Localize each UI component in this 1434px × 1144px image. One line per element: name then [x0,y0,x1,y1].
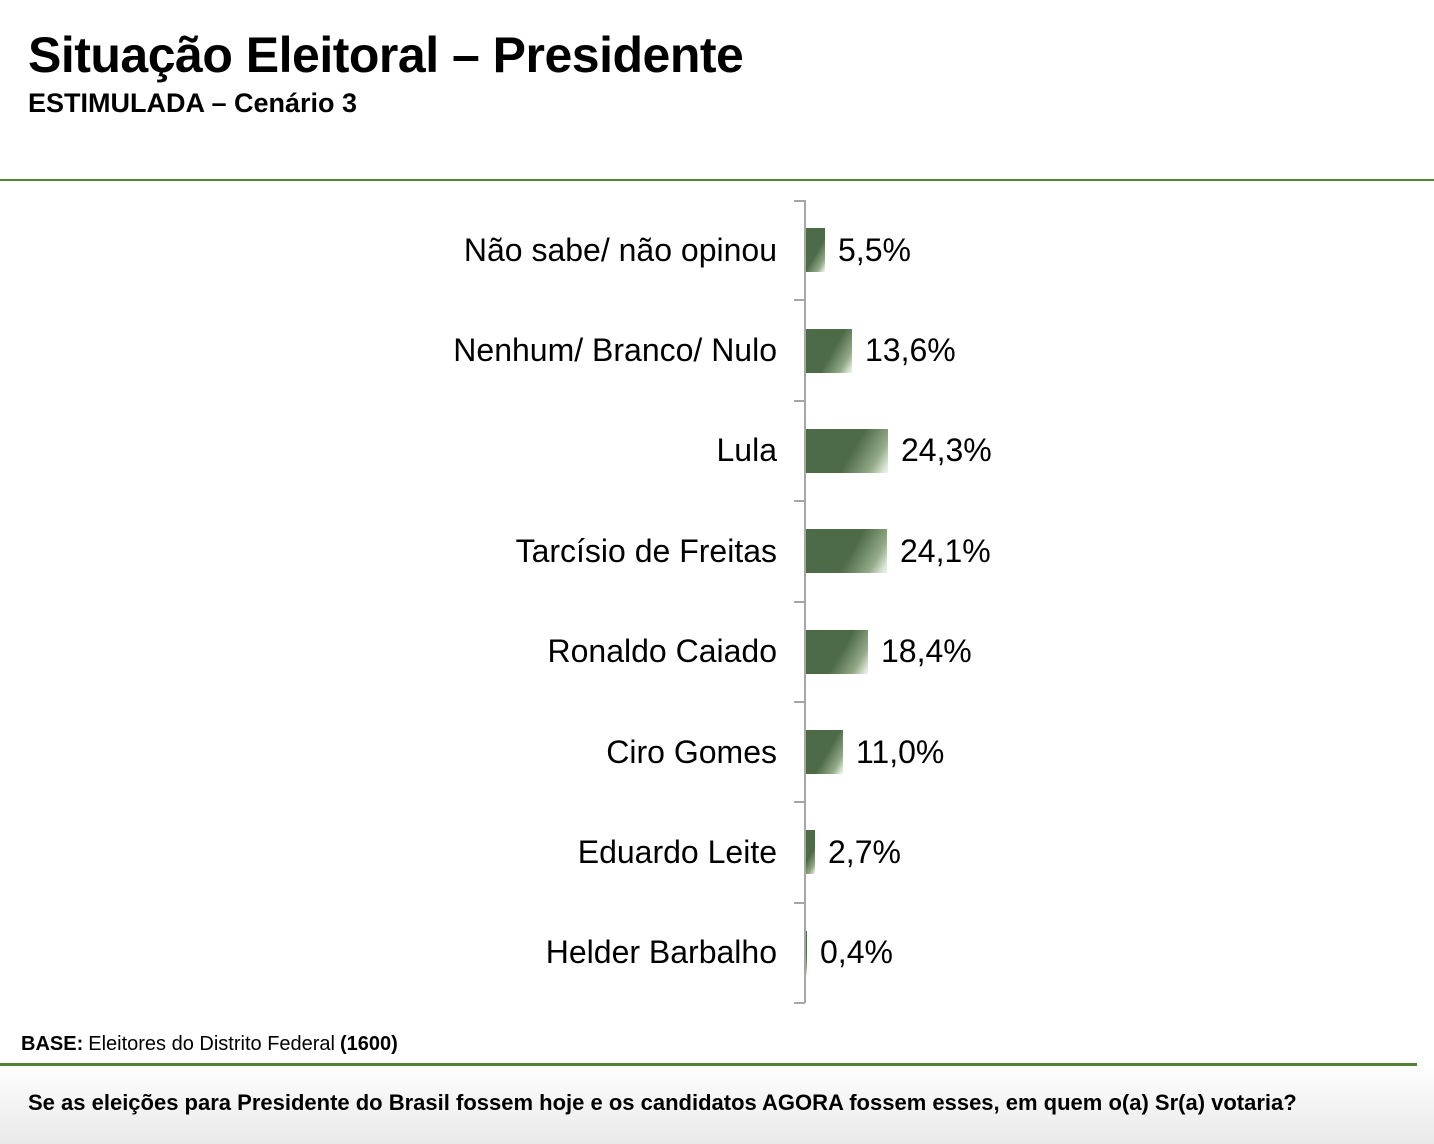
bar [806,328,852,373]
value-label: 24,3% [901,432,992,469]
axis-tick [794,200,805,202]
category-label: Não sabe/ não opinou [463,231,777,268]
category-label: Tarcísio de Freitas [515,532,777,569]
category-label: Ronaldo Caiado [547,633,778,670]
bar [806,629,868,674]
bar [806,730,843,775]
bar [806,930,807,975]
chart-row: Não sabe/ não opinou 5,5% [0,200,1434,300]
footer: Se as eleições para Presidente do Brasil… [0,1066,1434,1144]
axis-tick [794,801,805,803]
axis-tick [794,1002,805,1004]
category-label: Ciro Gomes [606,733,777,770]
bar [806,228,825,273]
chart-row: Ronaldo Caiado 18,4% [0,602,1434,702]
value-label: 2,7% [828,833,901,870]
chart-row: Helder Barbalho 0,4% [0,903,1434,1003]
base-count: (1600) [340,1033,398,1055]
axis-tick [794,601,805,603]
category-label: Lula [716,432,778,469]
chart-row: Nenhum/ Branco/ Nulo 13,6% [0,300,1434,400]
chart-row: Eduardo Leite 2,7% [0,802,1434,902]
top-divider [0,179,1434,181]
bar [806,428,888,473]
category-label: Helder Barbalho [545,934,777,971]
value-label: 24,1% [900,532,991,569]
category-label: Nenhum/ Branco/ Nulo [453,332,777,369]
value-label: 13,6% [865,332,956,369]
page-title: Situação Eleitoral – Presidente [28,27,744,83]
value-label: 11,0% [856,733,945,770]
chart-row: Lula 24,3% [0,401,1434,501]
bottom-divider [0,1063,1417,1066]
axis-tick [794,902,805,904]
axis-tick [794,400,805,402]
survey-question: Se as eleições para Presidente do Brasil… [28,1090,1297,1115]
axis-tick [794,299,805,301]
bar-chart: Não sabe/ não opinou 5,5% Nenhum/ Branco… [0,200,1434,1004]
axis-tick [794,500,805,502]
bar [806,830,815,875]
base-text: Eleitores do Distrito Federal [88,1033,336,1055]
base-note: BASE: Eleitores do Distrito Federal (1600) [21,1033,403,1056]
chart-axis-line [804,200,806,1003]
value-label: 0,4% [820,934,893,971]
chart-row: Tarcísio de Freitas 24,1% [0,501,1434,601]
category-label: Eduardo Leite [577,833,777,870]
axis-tick [794,701,805,703]
chart-row: Ciro Gomes 11,0% [0,702,1434,802]
base-label: BASE: [21,1033,84,1055]
page-subtitle: ESTIMULADA – Cenário 3 [28,88,358,118]
value-label: 18,4% [881,633,972,670]
bar [806,529,887,574]
value-label: 5,5% [838,231,911,268]
